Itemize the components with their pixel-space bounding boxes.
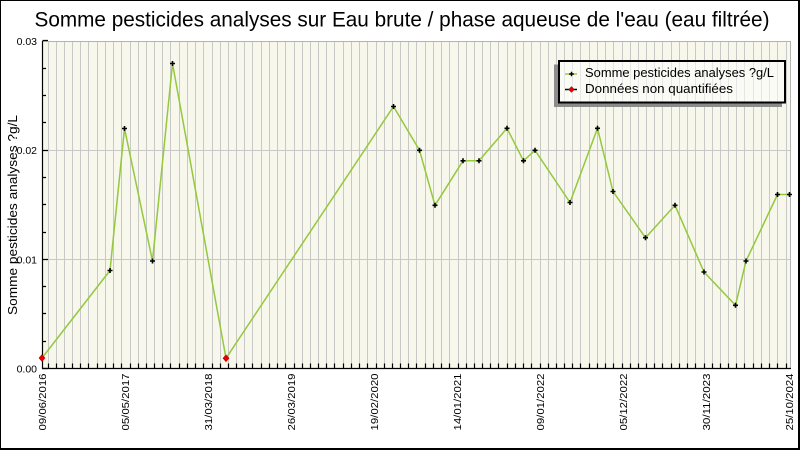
svg-text:09/01/2022: 09/01/2022 <box>535 373 547 430</box>
svg-text:Somme pesticides analyses ?g/L: Somme pesticides analyses ?g/L <box>6 115 20 315</box>
svg-text:Somme pesticides analyses ?g/L: Somme pesticides analyses ?g/L <box>585 66 774 80</box>
svg-text:Somme pesticides analyses sur: Somme pesticides analyses sur Eau brute … <box>35 8 770 32</box>
svg-text:25/10/2024: 25/10/2024 <box>784 373 796 430</box>
svg-text:0.00: 0.00 <box>17 364 38 376</box>
svg-text:05/05/2017: 05/05/2017 <box>120 373 132 430</box>
svg-text:05/12/2022: 05/12/2022 <box>618 373 630 430</box>
svg-text:30/11/2023: 30/11/2023 <box>701 373 713 430</box>
svg-text:09/06/2016: 09/06/2016 <box>37 373 49 430</box>
svg-text:19/02/2020: 19/02/2020 <box>369 373 381 430</box>
svg-text:14/01/2021: 14/01/2021 <box>452 373 464 430</box>
svg-text:31/03/2018: 31/03/2018 <box>203 373 215 430</box>
svg-text:0.03: 0.03 <box>17 36 38 48</box>
svg-text:0.01: 0.01 <box>17 254 38 266</box>
svg-text:Données non quantifiées: Données non quantifiées <box>585 82 733 96</box>
svg-text:0.02: 0.02 <box>17 145 38 157</box>
svg-text:26/03/2019: 26/03/2019 <box>286 373 298 430</box>
